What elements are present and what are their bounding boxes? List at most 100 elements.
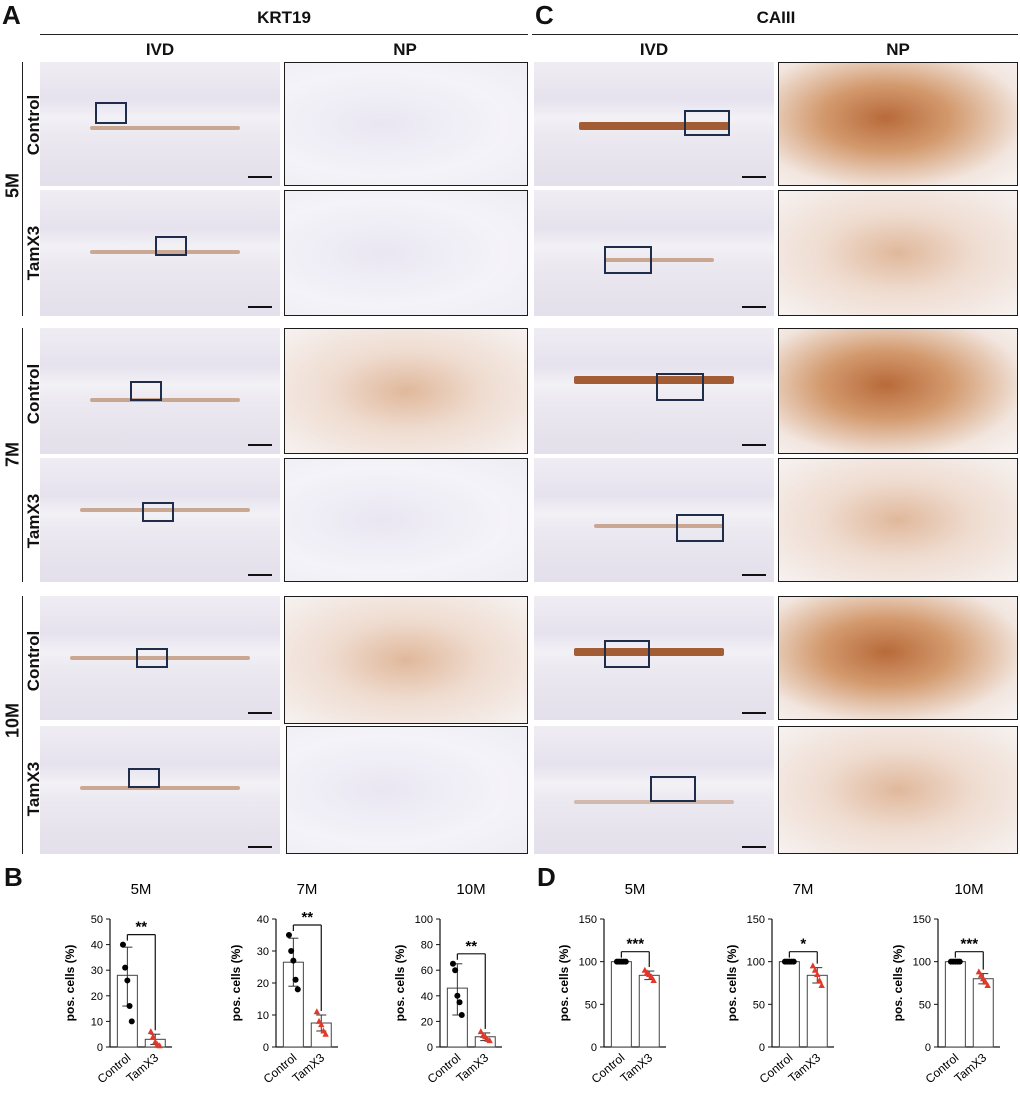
scale-bar	[248, 712, 272, 714]
y-tick-label: 10	[257, 1010, 269, 1022]
x-tick-label: TamX3	[454, 1050, 492, 1085]
data-point-tamx3	[318, 1021, 325, 1028]
data-point-control	[126, 1003, 133, 1010]
bar-tamx3	[806, 974, 828, 1048]
data-point-tamx3	[982, 978, 989, 985]
x-tick-label: TamX3	[290, 1050, 328, 1085]
y-tick-label: 40	[421, 991, 433, 1003]
col-head-ivd-right: IVD	[639, 40, 669, 59]
y-tick-label: 60	[421, 965, 433, 977]
roi-box	[136, 648, 168, 668]
age-line-5m	[22, 62, 23, 316]
significance-label: *	[800, 936, 806, 953]
y-axis-label: pos. cells (%)	[393, 945, 407, 1022]
chart-title: 5M	[131, 881, 152, 898]
data-point-tamx3	[975, 968, 983, 975]
data-point-control	[449, 960, 456, 967]
data-point-control	[290, 957, 297, 964]
y-axis-label: pos. cells (%)	[63, 945, 77, 1022]
image-krt19-7m-tamx3-ivd	[40, 458, 280, 582]
panel-letter-c: C	[535, 0, 554, 30]
y-tick-label: 50	[753, 999, 765, 1011]
data-point-control	[294, 986, 301, 993]
image-krt19-10m-tamx3-np	[286, 726, 528, 854]
data-point-tamx3	[814, 970, 821, 977]
x-tick-label: Control	[923, 1051, 962, 1087]
image-caiii-5m-tamx3-ivd	[534, 190, 774, 316]
scale-bar	[742, 712, 766, 714]
y-tick-label: 150	[913, 914, 931, 926]
y-tick-label: 30	[91, 965, 103, 977]
image-caiii-5m-control-np	[778, 62, 1018, 186]
chart-title: 5M	[625, 881, 646, 898]
col-head-np-left: NP	[393, 40, 417, 59]
data-point-control	[124, 977, 131, 984]
y-tick-label: 0	[759, 1042, 765, 1054]
data-point-control	[128, 1018, 135, 1025]
roi-box	[676, 514, 724, 542]
roi-box	[142, 502, 174, 522]
data-point-tamx3	[818, 982, 825, 989]
data-point-control	[292, 976, 299, 983]
x-tick-label: Control	[95, 1051, 134, 1087]
x-tick-label: TamX3	[618, 1050, 656, 1085]
y-tick-label: 100	[579, 957, 597, 969]
y-tick-label: 20	[91, 991, 103, 1003]
data-point-tamx3	[477, 1028, 485, 1035]
image-caiii-7m-control-np	[778, 328, 1018, 454]
y-tick-label: 0	[925, 1042, 931, 1054]
roi-box	[650, 776, 696, 802]
data-point-tamx3	[977, 971, 985, 978]
scale-bar	[248, 176, 272, 178]
roi-box	[604, 640, 650, 668]
y-tick-label: 40	[91, 940, 103, 952]
y-tick-label: 100	[747, 957, 765, 969]
scale-bar	[742, 574, 766, 576]
scale-bar	[248, 306, 272, 308]
y-tick-label: 0	[97, 1042, 103, 1054]
y-axis-label: pos. cells (%)	[725, 945, 739, 1022]
x-tick-label: Control	[425, 1051, 464, 1087]
chart-title: 7M	[297, 881, 318, 898]
x-tick-label: TamX3	[124, 1050, 162, 1085]
data-point-tamx3	[650, 976, 657, 983]
data-point-tamx3	[322, 1030, 329, 1037]
scale-bar	[248, 846, 272, 848]
image-krt19-5m-control-np	[284, 62, 528, 186]
roi-box	[684, 110, 730, 136]
data-point-control	[622, 958, 629, 965]
roi-box	[604, 246, 652, 274]
data-point-tamx3	[156, 1042, 163, 1049]
y-axis-label: pos. cells (%)	[557, 945, 571, 1022]
data-point-control	[288, 948, 295, 954]
chart-title: 7M	[793, 881, 814, 898]
y-tick-label: 50	[91, 914, 103, 926]
data-point-tamx3	[811, 966, 819, 973]
roi-box	[656, 373, 704, 401]
image-krt19-5m-control-ivd	[40, 62, 280, 186]
panel-letter-a: A	[2, 0, 21, 30]
y-tick-label: 50	[919, 999, 931, 1011]
scale-bar	[248, 574, 272, 576]
bar-control	[778, 961, 800, 1048]
image-krt19-7m-control-ivd	[40, 328, 280, 454]
image-krt19-10m-control-np	[284, 596, 528, 724]
roi-box	[128, 768, 160, 788]
y-tick-label: 0	[263, 1042, 269, 1054]
y-tick-label: 0	[591, 1042, 597, 1054]
y-tick-label: 50	[585, 999, 597, 1011]
data-point-control	[285, 932, 292, 938]
data-point-control	[956, 958, 963, 965]
bar-control	[610, 961, 632, 1048]
data-point-control	[119, 941, 126, 948]
data-point-tamx3	[313, 1008, 321, 1015]
col-head-np-right: NP	[886, 40, 910, 59]
y-tick-label: 10	[91, 1016, 103, 1028]
scale-bar	[742, 306, 766, 308]
y-tick-label: 100	[913, 957, 931, 969]
image-caiii-10m-tamx3-np	[778, 726, 1018, 854]
roi-box	[130, 381, 162, 401]
section-rule-right	[532, 34, 1018, 35]
y-tick-label: 30	[257, 946, 269, 958]
